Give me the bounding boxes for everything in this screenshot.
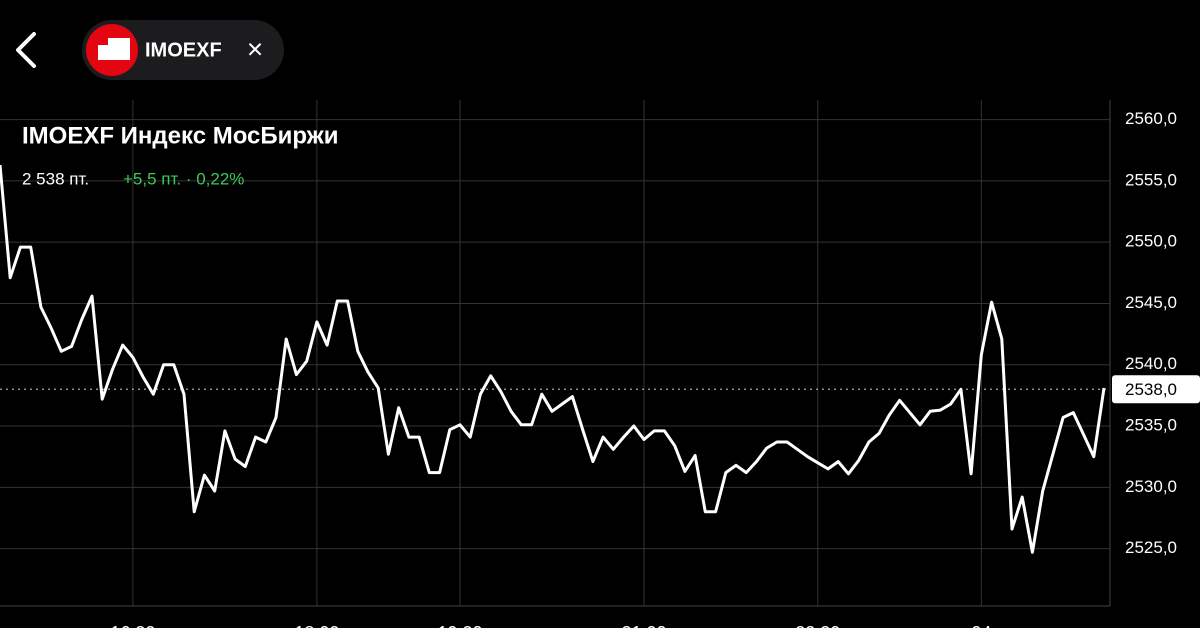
price: 2 538 пт. <box>22 169 89 188</box>
x-tick-label: 04 <box>971 623 991 628</box>
y-tick-label: 2550,0 <box>1125 232 1177 251</box>
x-tick-label: 19:30 <box>437 623 482 628</box>
x-tick-label: 16:30 <box>110 623 155 628</box>
y-tick-label: 2530,0 <box>1125 477 1177 496</box>
x-tick-label: 18:00 <box>294 623 339 628</box>
last-price-label: 2538,0 <box>1125 380 1177 399</box>
y-tick-label: 2560,0 <box>1125 109 1177 128</box>
ticker-label: IMOEXF <box>145 39 222 61</box>
y-tick-label: 2540,0 <box>1125 354 1177 373</box>
x-tick-label: 21:00 <box>621 623 666 628</box>
logo-shape <box>98 38 130 60</box>
y-tick-label: 2525,0 <box>1125 538 1177 557</box>
last-price-box <box>1112 375 1200 404</box>
chart-title: IMOEXF Индекс МосБиржи <box>22 122 339 149</box>
grid <box>0 100 1110 606</box>
plot <box>0 164 1106 554</box>
y-tick-label: 2555,0 <box>1125 170 1177 189</box>
price-change: +5,5 пт. · 0,22% <box>123 169 244 188</box>
y-tick-label: 2535,0 <box>1125 416 1177 435</box>
x-tick-label: 22:30 <box>795 623 840 628</box>
close-button[interactable]: × <box>247 33 263 64</box>
y-tick-label: 2545,0 <box>1125 293 1177 312</box>
back-button[interactable] <box>16 32 36 68</box>
price-line <box>0 164 1106 554</box>
